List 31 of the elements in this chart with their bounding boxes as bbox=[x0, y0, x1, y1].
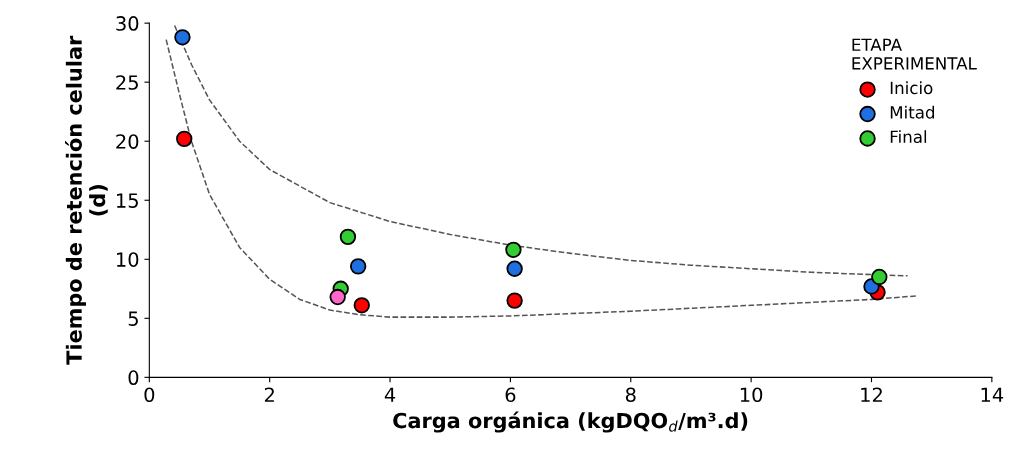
x-tick-label: 6 bbox=[505, 387, 516, 403]
point bbox=[506, 260, 523, 277]
point bbox=[339, 228, 357, 246]
x-tick-label: 14 bbox=[981, 387, 1004, 402]
y-tick-label: 15 bbox=[117, 193, 138, 208]
x-tick-label: 10 bbox=[740, 387, 763, 403]
point bbox=[349, 258, 367, 275]
point bbox=[353, 297, 370, 314]
x-tick-label: 0 bbox=[144, 387, 155, 403]
y-tick-label: 25 bbox=[116, 75, 138, 90]
point bbox=[506, 292, 523, 309]
point bbox=[505, 241, 522, 259]
x-tick-label: 4 bbox=[384, 387, 396, 402]
y-axis-title: Tiempo de retención celular (d) bbox=[64, 35, 108, 365]
point bbox=[329, 288, 346, 306]
x-tick-label: 8 bbox=[625, 387, 636, 403]
legend-label: Mitad bbox=[890, 105, 935, 119]
point bbox=[871, 268, 888, 286]
legend-title: ETAPA EXPERIMENTAL bbox=[852, 38, 977, 70]
y-tick-label: 20 bbox=[116, 134, 139, 149]
y-tick-label: 10 bbox=[117, 252, 139, 267]
point bbox=[176, 130, 193, 148]
point bbox=[174, 29, 191, 46]
x-axis-title: Carga orgánica (kgDQO$_{d}$/m³.d) bbox=[393, 411, 748, 433]
legend-label: Final bbox=[890, 130, 927, 144]
legend-label: Inicio bbox=[890, 81, 933, 95]
y-tick-label: 30 bbox=[116, 16, 139, 31]
x-tick-label: 2 bbox=[264, 387, 274, 402]
y-tick-label: 5 bbox=[128, 311, 138, 326]
x-tick-label: 12 bbox=[861, 387, 882, 402]
y-tick-label: 0 bbox=[128, 370, 139, 386]
